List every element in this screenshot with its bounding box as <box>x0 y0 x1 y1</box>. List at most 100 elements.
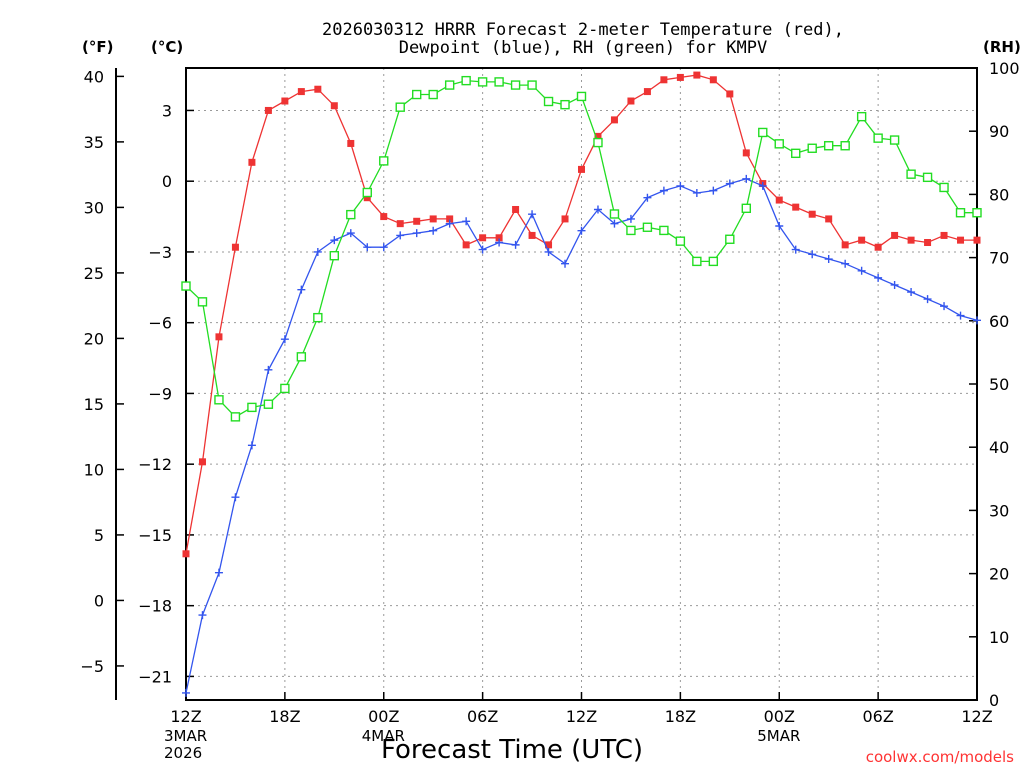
data-point <box>313 312 323 323</box>
celsius-tick-label: −21 <box>138 667 172 686</box>
data-point <box>280 383 290 394</box>
data-point <box>543 96 554 107</box>
data-point <box>939 182 949 193</box>
fahrenheit-tick-label: 35 <box>84 133 104 152</box>
data-point <box>247 441 256 450</box>
data-point <box>461 75 471 86</box>
data-point <box>742 174 751 183</box>
rh-tick-label: 70 <box>989 249 1009 268</box>
data-point <box>825 215 833 223</box>
data-point <box>956 311 965 320</box>
data-point <box>955 208 966 218</box>
axes <box>115 67 978 701</box>
data-point <box>841 259 850 268</box>
data-point <box>198 458 206 466</box>
data-point <box>889 135 900 145</box>
data-point <box>510 80 521 90</box>
data-point <box>412 89 422 100</box>
data-point <box>775 222 784 230</box>
data-point <box>972 208 982 218</box>
data-point <box>709 76 717 84</box>
data-point <box>428 89 438 100</box>
data-point <box>676 181 685 190</box>
data-point <box>429 215 437 223</box>
data-point <box>264 365 273 374</box>
date-label: 2026 <box>164 744 202 762</box>
fahrenheit-tick-label: 10 <box>84 460 104 479</box>
rh-tick-label: 80 <box>989 185 1009 204</box>
time-tick-label: 06Z <box>862 707 893 726</box>
data-point <box>708 256 719 267</box>
data-point <box>314 85 322 93</box>
data-point <box>610 116 618 124</box>
time-tick-label: 18Z <box>665 707 696 726</box>
data-point <box>642 222 653 232</box>
data-point <box>792 203 800 211</box>
series-layer <box>181 71 982 697</box>
data-point <box>643 88 651 96</box>
fahrenheit-tick-label: 40 <box>84 67 104 86</box>
data-point <box>215 333 223 341</box>
data-point <box>940 231 948 239</box>
data-point <box>758 127 768 138</box>
series-2-meter-temperature <box>182 71 981 558</box>
data-point <box>413 217 421 225</box>
data-point <box>940 302 949 311</box>
fahrenheit-tick-label: −5 <box>80 657 104 676</box>
data-point <box>659 225 669 236</box>
rh-tick-label: 90 <box>989 122 1009 141</box>
data-point <box>511 240 520 249</box>
data-point <box>659 186 668 195</box>
title: 2026030312 HRRR Forecast 2-meter Tempera… <box>322 20 844 58</box>
data-point <box>231 493 240 502</box>
celsius-tick-label: −3 <box>148 243 172 262</box>
time-tick-label: 12Z <box>961 707 992 726</box>
celsius-tick-label: −15 <box>138 526 172 545</box>
data-point <box>858 236 866 244</box>
date-label: 3MAR <box>164 727 207 745</box>
data-point <box>791 245 800 254</box>
data-point <box>726 90 734 98</box>
data-point <box>380 213 388 221</box>
data-point <box>346 209 356 220</box>
data-point <box>610 219 619 228</box>
grid-lines <box>185 68 978 700</box>
series-dewpoint <box>182 174 981 697</box>
time-tick-label: 18Z <box>269 707 300 726</box>
title-line-2: Dewpoint (blue), RH (green) for KMPV <box>399 38 767 58</box>
data-point <box>313 247 322 256</box>
data-point <box>594 132 602 140</box>
data-point <box>808 210 816 218</box>
data-point <box>709 186 718 195</box>
data-point <box>545 241 553 249</box>
time-tick-label: 00Z <box>368 707 399 726</box>
data-point <box>626 225 636 236</box>
data-point <box>627 97 635 105</box>
data-point <box>922 172 933 183</box>
data-point <box>576 91 587 102</box>
series-rh <box>181 75 982 422</box>
data-point <box>791 148 801 159</box>
data-point <box>214 568 223 577</box>
time-tick-label: 06Z <box>467 707 498 726</box>
data-point <box>973 236 981 244</box>
x-axis-title: Forecast Time (UTC) <box>381 735 643 765</box>
data-point <box>907 288 916 297</box>
data-point <box>676 73 684 81</box>
data-point <box>957 236 965 244</box>
data-point <box>856 111 867 122</box>
data-point <box>857 266 866 275</box>
data-point <box>593 205 602 214</box>
source-credit: coolwx.com/models <box>866 748 1014 766</box>
rh-tick-label: 60 <box>989 312 1009 331</box>
data-point <box>890 280 899 289</box>
fahrenheit-tick-label: 5 <box>94 526 104 545</box>
data-point <box>891 231 899 239</box>
data-point <box>560 99 570 110</box>
data-point <box>296 352 307 362</box>
celsius-unit-label: (°C) <box>151 38 183 56</box>
data-point <box>462 241 470 249</box>
time-tick-label: 12Z <box>566 707 597 726</box>
rh-tick-label: 40 <box>989 438 1009 457</box>
data-point <box>330 102 338 110</box>
